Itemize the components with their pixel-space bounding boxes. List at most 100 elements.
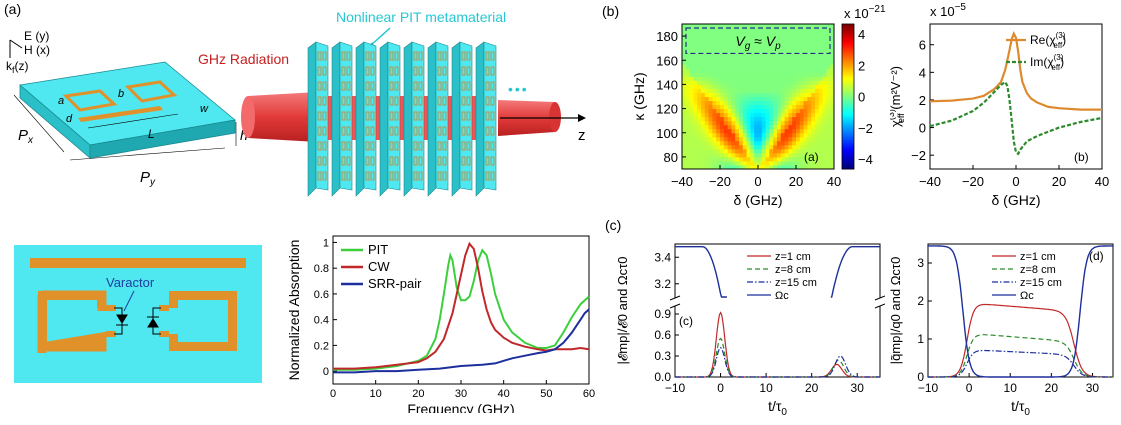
legend-label: z=15 cm xyxy=(775,277,817,289)
y-tick-label: 180 xyxy=(656,29,678,44)
panel-label-c: (c) xyxy=(605,218,621,233)
varactor-unit-cell: Varactor xyxy=(14,245,262,383)
h-field-label: H (x) xyxy=(24,43,50,57)
y-scale-label: x 10−5 xyxy=(930,2,966,19)
x-axis-label: t/τ0 xyxy=(1011,398,1030,418)
metamaterial-slab xyxy=(307,41,332,197)
y-axis-label: |q̃mp|/q0 and Ωcτ0 xyxy=(888,257,903,365)
dim-b: b xyxy=(118,88,124,100)
y-tick-label: 0 xyxy=(919,121,926,136)
y-tick-label: 3.4 xyxy=(654,250,671,264)
series-control-field xyxy=(928,245,1113,378)
dim-h: h xyxy=(240,127,248,143)
colorbar xyxy=(842,24,854,170)
metamaterial-slab xyxy=(403,41,428,197)
k-vector-label: kf(z) xyxy=(6,59,29,75)
legend-label: z=15 cm xyxy=(1020,277,1062,289)
x-tick-label: 0 xyxy=(754,174,761,189)
y-tick-label: 6 xyxy=(919,38,926,53)
y-tick-label: 4 xyxy=(919,65,926,80)
pulse-d-panel-tag: (d) xyxy=(1089,249,1104,263)
series-srr-pair xyxy=(333,308,590,374)
x-tick-label: 40 xyxy=(827,174,841,189)
x-tick-label: −40 xyxy=(919,174,941,189)
series-control-field xyxy=(830,246,880,298)
y-tick-label: 3 xyxy=(917,256,924,270)
z-axis-label: z xyxy=(578,127,586,144)
colorbar-tick-label: −2 xyxy=(858,121,873,136)
metamaterial-slab xyxy=(451,41,476,197)
plot-frame xyxy=(674,243,881,378)
legend-label: z=1 cm xyxy=(1020,251,1056,263)
heatmap-cells xyxy=(682,24,835,170)
y-tick-label: 0.4 xyxy=(314,315,329,327)
x-axis-label: Frequency (GHz) xyxy=(407,401,514,413)
y-axis-label: κ (GHz) xyxy=(631,72,647,120)
dim-L: L xyxy=(148,127,155,141)
metamaterial-schematic: (a) E (y) H (x) kf(z) a b d w L h Px Py … xyxy=(4,1,586,197)
heatmap-panel-tag: (a) xyxy=(804,150,819,164)
x-tick-label: 10 xyxy=(759,381,773,395)
incoming-beam xyxy=(241,92,318,142)
x-tick-label: 40 xyxy=(1095,174,1109,189)
e-field-label: E (y) xyxy=(24,29,49,43)
plot-frame xyxy=(332,235,590,385)
colorbar-tick-label: −4 xyxy=(858,152,873,167)
unit-cell-slab: a b d w L h Px Py xyxy=(13,61,248,188)
series-control-field xyxy=(675,246,727,298)
x-tick-label: −40 xyxy=(671,174,693,189)
x-tick-label: 20 xyxy=(805,381,819,395)
y-axis-label: Normalized Absorption xyxy=(286,240,302,381)
metamaterial-slab xyxy=(427,41,452,197)
x-tick-label: 0 xyxy=(966,381,973,395)
series-im-chi3 xyxy=(929,80,1103,156)
legend-label: z=1 cm xyxy=(775,251,811,263)
pulse-c-panel-tag: (c) xyxy=(679,314,693,328)
x-axis-label: t/τ0 xyxy=(768,398,787,418)
y-axis-label: |𝓔mp|/𝓔0 and Ωcτ0 xyxy=(615,256,630,364)
y-tick-label: 2 xyxy=(919,93,926,108)
absorption-chart: 0 10 20 30 40 50 60 0 0.2 0.4 0.6 0.8 1 Frequency (GH… xyxy=(286,235,595,413)
plot-frame xyxy=(927,243,1114,378)
x-tick-label: 20 xyxy=(412,388,424,400)
legend-label: Im(χ(3) eff) xyxy=(1030,53,1064,72)
y-tick-label: 3.2 xyxy=(654,277,671,291)
dim-w: w xyxy=(200,103,209,115)
x-axis-label: δ (GHz) xyxy=(991,192,1040,208)
x-tick-label: −20 xyxy=(962,174,984,189)
colorbar-tick-label: 4 xyxy=(858,27,865,42)
x-tick-label: −10 xyxy=(665,381,686,395)
x-tick-label: −20 xyxy=(709,174,731,189)
x-tick-label: 60 xyxy=(583,388,595,400)
radiation-label: GHz Radiation xyxy=(198,51,289,67)
dim-Px: Px xyxy=(18,127,34,146)
group-velocity-region xyxy=(685,27,831,55)
series-z15cm xyxy=(928,349,1113,378)
series-re-chi3 xyxy=(929,31,1102,111)
legend-label: Ωc xyxy=(775,290,789,302)
legend-label: Ωc xyxy=(1020,290,1034,302)
varactor-diodes xyxy=(114,307,161,335)
x-tick-label: 0 xyxy=(1012,174,1019,189)
legend-label: z=8 cm xyxy=(1020,264,1056,276)
metamaterial-slab xyxy=(355,41,380,197)
dim-a: a xyxy=(58,95,64,107)
y-tick-label: 0.2 xyxy=(314,340,329,352)
colorbar-scale: x 10−21 xyxy=(844,4,886,21)
panel-label-b: (b) xyxy=(602,3,619,19)
x-tick-label: 0 xyxy=(717,381,724,395)
chi3-panel-tag: (b) xyxy=(1074,150,1089,164)
y-tick-label: 0.6 xyxy=(314,289,329,301)
metamaterial-slab xyxy=(379,41,404,197)
velocity-annotation: Vg ≈ Vp xyxy=(735,33,781,52)
y-tick-label: 80 xyxy=(664,150,678,165)
x-tick-label: 50 xyxy=(540,388,552,400)
y-tick-label: 0.0 xyxy=(654,370,671,384)
y-tick-label: 140 xyxy=(656,77,678,92)
colorbar-tick-label: 2 xyxy=(858,58,865,73)
y-tick-label: 1 xyxy=(323,237,329,249)
series-z1cm xyxy=(928,303,1113,378)
y-tick-label: 160 xyxy=(656,53,678,68)
dispersion-heatmap: (b)Vg ≈ Vp(a)−40 −20 0 20 408010012014016018… xyxy=(602,3,886,208)
